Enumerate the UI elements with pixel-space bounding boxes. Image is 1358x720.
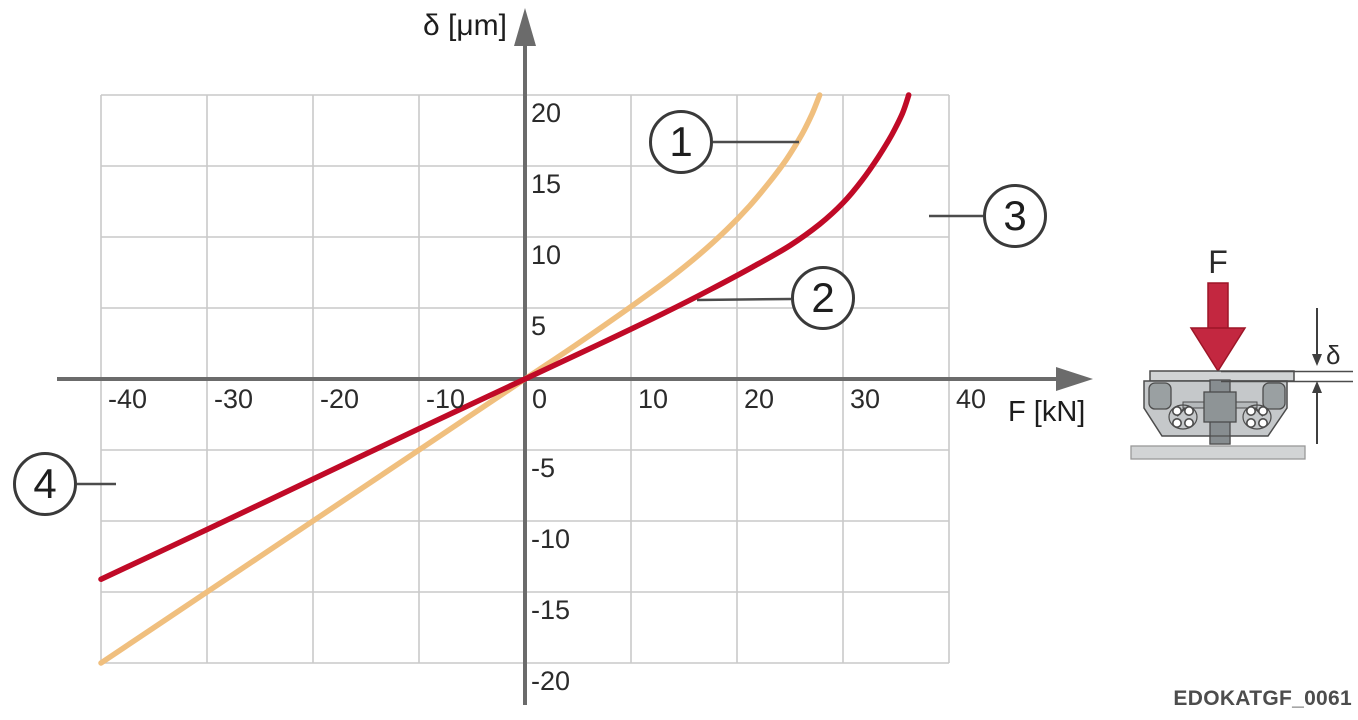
column-foot [1209,435,1231,445]
y-tick-label--20: -20 [531,666,571,696]
x-axis-arrowhead-icon [1056,367,1093,391]
x-tick-label--30: -30 [214,384,254,414]
callout-1-marker: 1 [649,110,713,174]
figure-code: EDOKATGF_0061 [1173,687,1352,710]
runner-block [1130,370,1306,460]
curve-1 [98,92,823,666]
x-tick-label--20: -20 [320,384,360,414]
callout-2-marker: 2 [791,266,855,330]
x-tick-label-20: 20 [744,384,775,414]
x-tick-label--40: -40 [108,384,148,414]
right-bolt [1262,382,1286,410]
deflection-label: δ [1326,340,1341,370]
y-tick-label-10: 10 [531,240,562,270]
base-rail [1130,445,1306,460]
x-tick-label-10: 10 [638,384,669,414]
y-axis-title: δ [μm] [423,9,507,42]
y-tick-label-5: 5 [531,311,547,341]
deflection-dimension [1221,308,1353,444]
y-tick-label--5: -5 [531,453,556,483]
x-tick-label--10: -10 [426,384,466,414]
force-arrow-icon [1189,282,1247,373]
x-tick-label-0: 0 [532,384,548,414]
callout-3-marker: 3 [983,184,1047,248]
curve-2 [98,92,912,582]
x-tick-label-40: 40 [956,384,987,414]
y-tick-label-15: 15 [531,169,562,199]
force-label: F [1208,244,1228,280]
y-tick-label-20: 20 [531,98,562,128]
x-axis-title: F [kN] [1008,396,1086,428]
linear-guide-cross-section-illustration [1130,282,1353,460]
up-arrow-icon [1312,381,1322,393]
left-ball-set [1168,404,1198,430]
y-tick-label--10: -10 [531,524,571,554]
y-axis-arrowhead-icon [514,8,536,46]
right-ball-set [1242,404,1272,430]
callout-2-leader [696,297,792,302]
callout-4-marker: 4 [13,452,77,516]
down-arrow-icon [1312,354,1322,366]
left-bolt [1148,382,1172,410]
y-tick-label--15: -15 [531,595,571,625]
x-tick-label-30: 30 [850,384,881,414]
center-collar [1203,391,1237,423]
